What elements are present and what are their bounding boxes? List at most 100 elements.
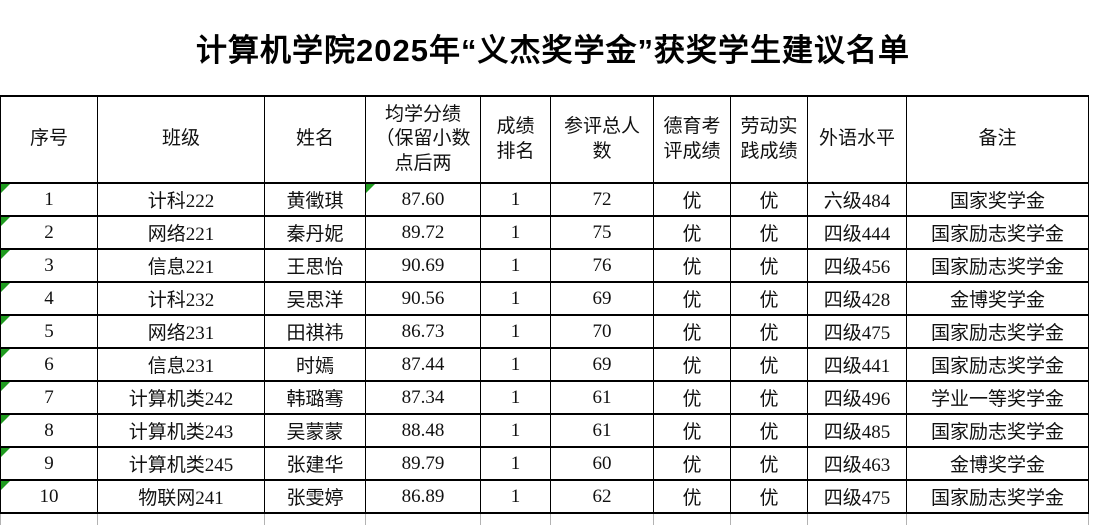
cell-foreign_level[interactable]: 六级484 [807, 182, 907, 217]
cell-rank[interactable]: 1 [480, 380, 551, 415]
cell-gpa[interactable]: 87.34 [365, 380, 481, 415]
cell-moral[interactable]: 优 [653, 314, 731, 349]
header-total[interactable]: 参评总人 数 [550, 95, 654, 184]
cell-no[interactable]: 5 [0, 314, 98, 349]
cell-class_name[interactable]: 物联网241 [97, 479, 265, 514]
header-class[interactable]: 班级 [97, 95, 265, 184]
cell-foreign_level[interactable]: 四级475 [807, 479, 907, 514]
cell-foreign_level[interactable]: 四级441 [807, 347, 907, 382]
cell-labor[interactable]: 优 [730, 479, 808, 514]
cell-total[interactable]: 62 [550, 479, 654, 514]
cell-labor[interactable]: 优 [730, 281, 808, 316]
cell-name[interactable]: 张雯婷 [264, 479, 366, 514]
cell-labor[interactable]: 优 [730, 413, 808, 448]
cell-labor[interactable]: 优 [730, 380, 808, 415]
cell-total[interactable]: 72 [550, 182, 654, 217]
cell-labor[interactable]: 优 [730, 215, 808, 250]
cell-total[interactable]: 75 [550, 215, 654, 250]
cell-no[interactable]: 7 [0, 380, 98, 415]
cell-name[interactable]: 田祺祎 [264, 314, 366, 349]
page-title[interactable]: 计算机学院2025年“义杰奖学金”获奖学生建议名单 [196, 33, 910, 68]
cell-no[interactable]: 9 [0, 446, 98, 481]
header-serial[interactable]: 序号 [0, 95, 98, 184]
cell-foreign_level[interactable]: 四级485 [807, 413, 907, 448]
cell-remark[interactable]: 学业一等奖学金 [906, 380, 1089, 415]
cell-no[interactable]: 8 [0, 413, 98, 448]
header-moral[interactable]: 德育考 评成绩 [653, 95, 731, 184]
cell-no[interactable]: 6 [0, 347, 98, 382]
header-rank[interactable]: 成绩 排名 [480, 95, 551, 184]
cell-name[interactable]: 时嫣 [264, 347, 366, 382]
cell-gpa[interactable]: 90.69 [365, 248, 481, 283]
cell-class_name[interactable]: 信息221 [97, 248, 265, 283]
cell-gpa[interactable]: 89.72 [365, 215, 481, 250]
cell-remark[interactable]: 国家励志奖学金 [906, 215, 1089, 250]
header-remark[interactable]: 备注 [906, 95, 1089, 184]
cell-rank[interactable]: 1 [480, 314, 551, 349]
cell-remark[interactable]: 国家励志奖学金 [906, 347, 1089, 382]
cell-remark[interactable]: 国家励志奖学金 [906, 479, 1089, 514]
cell-moral[interactable]: 优 [653, 380, 731, 415]
cell-no[interactable]: 10 [0, 479, 98, 514]
cell-total[interactable]: 69 [550, 347, 654, 382]
cell-remark[interactable]: 国家励志奖学金 [906, 314, 1089, 349]
cell-labor[interactable]: 优 [730, 248, 808, 283]
cell-foreign_level[interactable]: 四级428 [807, 281, 907, 316]
cell-name[interactable]: 秦丹妮 [264, 215, 366, 250]
cell-total[interactable]: 61 [550, 380, 654, 415]
cell-rank[interactable]: 1 [480, 446, 551, 481]
cell-moral[interactable]: 优 [653, 281, 731, 316]
cell-total[interactable]: 60 [550, 446, 654, 481]
header-gpa[interactable]: 均学分绩 （保留小数 点后两 [365, 95, 481, 184]
cell-class_name[interactable]: 计科232 [97, 281, 265, 316]
cell-remark[interactable]: 金博奖学金 [906, 446, 1089, 481]
cell-remark[interactable]: 国家奖学金 [906, 182, 1089, 217]
cell-rank[interactable]: 1 [480, 215, 551, 250]
cell-gpa[interactable]: 87.44 [365, 347, 481, 382]
cell-labor[interactable]: 优 [730, 347, 808, 382]
cell-total[interactable]: 70 [550, 314, 654, 349]
cell-no[interactable]: 4 [0, 281, 98, 316]
cell-remark[interactable]: 金博奖学金 [906, 281, 1089, 316]
cell-name[interactable]: 吴思洋 [264, 281, 366, 316]
cell-labor[interactable]: 优 [730, 182, 808, 217]
cell-foreign_level[interactable]: 四级463 [807, 446, 907, 481]
cell-gpa[interactable]: 87.60 [365, 182, 481, 217]
cell-class_name[interactable]: 信息231 [97, 347, 265, 382]
cell-no[interactable]: 1 [0, 182, 98, 217]
cell-gpa[interactable]: 86.73 [365, 314, 481, 349]
cell-class_name[interactable]: 网络221 [97, 215, 265, 250]
cell-name[interactable]: 吴蒙蒙 [264, 413, 366, 448]
cell-total[interactable]: 76 [550, 248, 654, 283]
header-name[interactable]: 姓名 [264, 95, 366, 184]
cell-gpa[interactable]: 88.48 [365, 413, 481, 448]
cell-foreign_level[interactable]: 四级475 [807, 314, 907, 349]
cell-foreign_level[interactable]: 四级456 [807, 248, 907, 283]
cell-remark[interactable]: 国家励志奖学金 [906, 413, 1089, 448]
cell-foreign_level[interactable]: 四级444 [807, 215, 907, 250]
cell-foreign_level[interactable]: 四级496 [807, 380, 907, 415]
cell-rank[interactable]: 1 [480, 281, 551, 316]
cell-rank[interactable]: 1 [480, 413, 551, 448]
cell-gpa[interactable]: 90.56 [365, 281, 481, 316]
cell-moral[interactable]: 优 [653, 182, 731, 217]
cell-name[interactable]: 王思怡 [264, 248, 366, 283]
cell-class_name[interactable]: 计算机类243 [97, 413, 265, 448]
header-labor[interactable]: 劳动实 践成绩 [730, 95, 808, 184]
cell-moral[interactable]: 优 [653, 215, 731, 250]
cell-remark[interactable]: 国家励志奖学金 [906, 248, 1089, 283]
header-foreign-level[interactable]: 外语水平 [807, 95, 907, 184]
cell-class_name[interactable]: 网络231 [97, 314, 265, 349]
cell-moral[interactable]: 优 [653, 479, 731, 514]
cell-total[interactable]: 69 [550, 281, 654, 316]
cell-name[interactable]: 张建华 [264, 446, 366, 481]
cell-labor[interactable]: 优 [730, 314, 808, 349]
cell-class_name[interactable]: 计科222 [97, 182, 265, 217]
cell-rank[interactable]: 1 [480, 347, 551, 382]
cell-name[interactable]: 黄徵琪 [264, 182, 366, 217]
cell-labor[interactable]: 优 [730, 446, 808, 481]
cell-no[interactable]: 3 [0, 248, 98, 283]
cell-no[interactable]: 2 [0, 215, 98, 250]
cell-total[interactable]: 61 [550, 413, 654, 448]
cell-class_name[interactable]: 计算机类245 [97, 446, 265, 481]
